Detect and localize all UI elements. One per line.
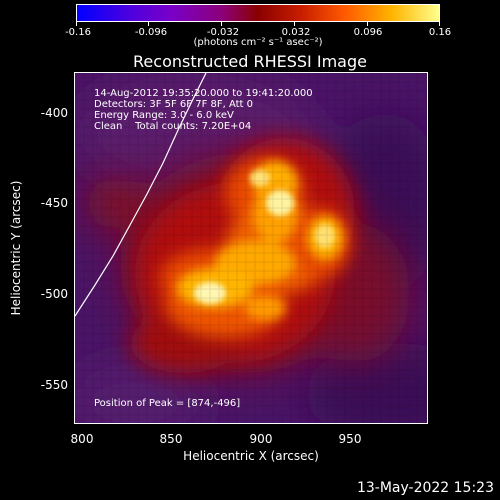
colorbar-tick-label: -0.032 [206,27,240,38]
colorbar-tick-label: -0.096 [134,27,168,38]
y-tick-label: -550 [40,378,68,392]
plot-title: Reconstructed RHESSI Image [133,52,367,71]
solar-limb-line [75,73,207,317]
colorbar-tick [439,22,440,26]
x-axis-label: Heliocentric X (arcsec) [183,449,319,463]
rhessi-image-canvas [75,73,427,423]
colorbar-tick [76,22,77,26]
colorbar-tick [148,22,149,26]
y-tick-label: -450 [40,196,68,210]
colorbar [76,4,440,22]
colorbar-tick-label: 0.16 [428,27,452,38]
colorbar-tick-label: 0.032 [281,27,311,38]
colorbar-tick-label: -0.16 [65,27,91,38]
info-energy-range: Energy Range: 3.0 - 6.0 keV [94,110,234,121]
x-tick-label: 800 [70,432,94,446]
x-tick-label: 950 [338,432,362,446]
colorbar-tick [367,22,368,26]
footer-timestamp: 13-May-2022 15:23 [356,480,494,496]
y-tick-label: -400 [40,106,68,120]
colorbar-tick [294,22,295,26]
colorbar-units: (photons cm⁻² s⁻¹ asec⁻²) [193,37,323,48]
y-axis-label: Heliocentric Y (arcsec) [9,180,23,316]
info-peak-position: Position of Peak = [874,-496] [94,398,241,409]
info-time-range: 14-Aug-2012 19:35:20.000 to 19:41:20.000 [94,88,313,99]
info-detectors: Detectors: 3F 5F 6F 7F 8F, Att 0 [94,99,254,110]
y-tick-label: -500 [40,287,68,301]
info-clean: Clean Total counts: 7.20E+04 [94,121,252,132]
x-tick-label: 850 [159,432,183,446]
colorbar-tick [221,22,222,26]
x-tick-label: 900 [249,432,273,446]
colorbar-tick-label: 0.096 [353,27,383,38]
rhessi-image [74,72,428,424]
